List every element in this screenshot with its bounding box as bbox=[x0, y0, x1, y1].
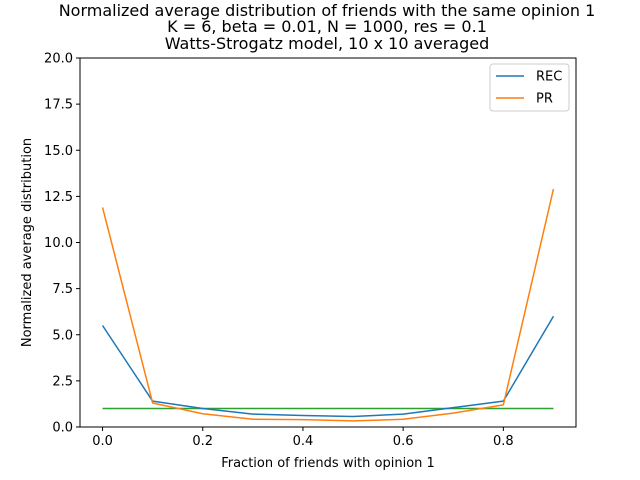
series-line-pr bbox=[101, 188, 555, 422]
x-tick-label: 0.2 bbox=[192, 434, 213, 449]
x-tick-label: 0.6 bbox=[393, 434, 414, 449]
plot-frame bbox=[79, 57, 577, 428]
y-tick-label: 2.5 bbox=[52, 374, 73, 389]
legend-label-pr: PR bbox=[536, 92, 553, 107]
y-tick-label: 5.0 bbox=[52, 328, 73, 343]
chart-title-line-2: K = 6, beta = 0.01, N = 1000, res = 0.1 bbox=[167, 17, 487, 36]
legend-label-rec: REC bbox=[536, 70, 562, 85]
y-tick-label: 12.5 bbox=[44, 190, 73, 205]
series-layer bbox=[101, 188, 555, 422]
y-axis-label: Normalized average distribution bbox=[20, 138, 35, 347]
x-axis-label: Fraction of friends with opinion 1 bbox=[221, 456, 435, 471]
plot-area bbox=[80, 58, 576, 427]
x-tick-label: 0.4 bbox=[293, 434, 314, 449]
ticks-layer: 0.0 0.2 0.4 0.6 0.8 0.0 2.5 5.0 7.5 10.0 12.5 15.0 1… bbox=[44, 52, 514, 450]
y-tick-label: 0.0 bbox=[52, 421, 73, 436]
y-tick-label: 20.0 bbox=[44, 52, 73, 67]
chart-title-line-3: Watts-Strogatz model, 10 x 10 averaged bbox=[165, 34, 490, 53]
y-tick-label: 15.0 bbox=[44, 144, 73, 159]
y-tick-label: 10.0 bbox=[44, 236, 73, 251]
x-tick-label: 0.8 bbox=[493, 434, 514, 449]
legend: REC PR bbox=[489, 63, 570, 112]
y-tick-label: 17.5 bbox=[44, 98, 73, 113]
x-tick-label: 0.0 bbox=[92, 434, 113, 449]
series-line-rec bbox=[101, 315, 555, 418]
chart-title-line-1: Normalized average distribution of frien… bbox=[59, 1, 596, 20]
y-tick-label: 7.5 bbox=[52, 282, 73, 297]
